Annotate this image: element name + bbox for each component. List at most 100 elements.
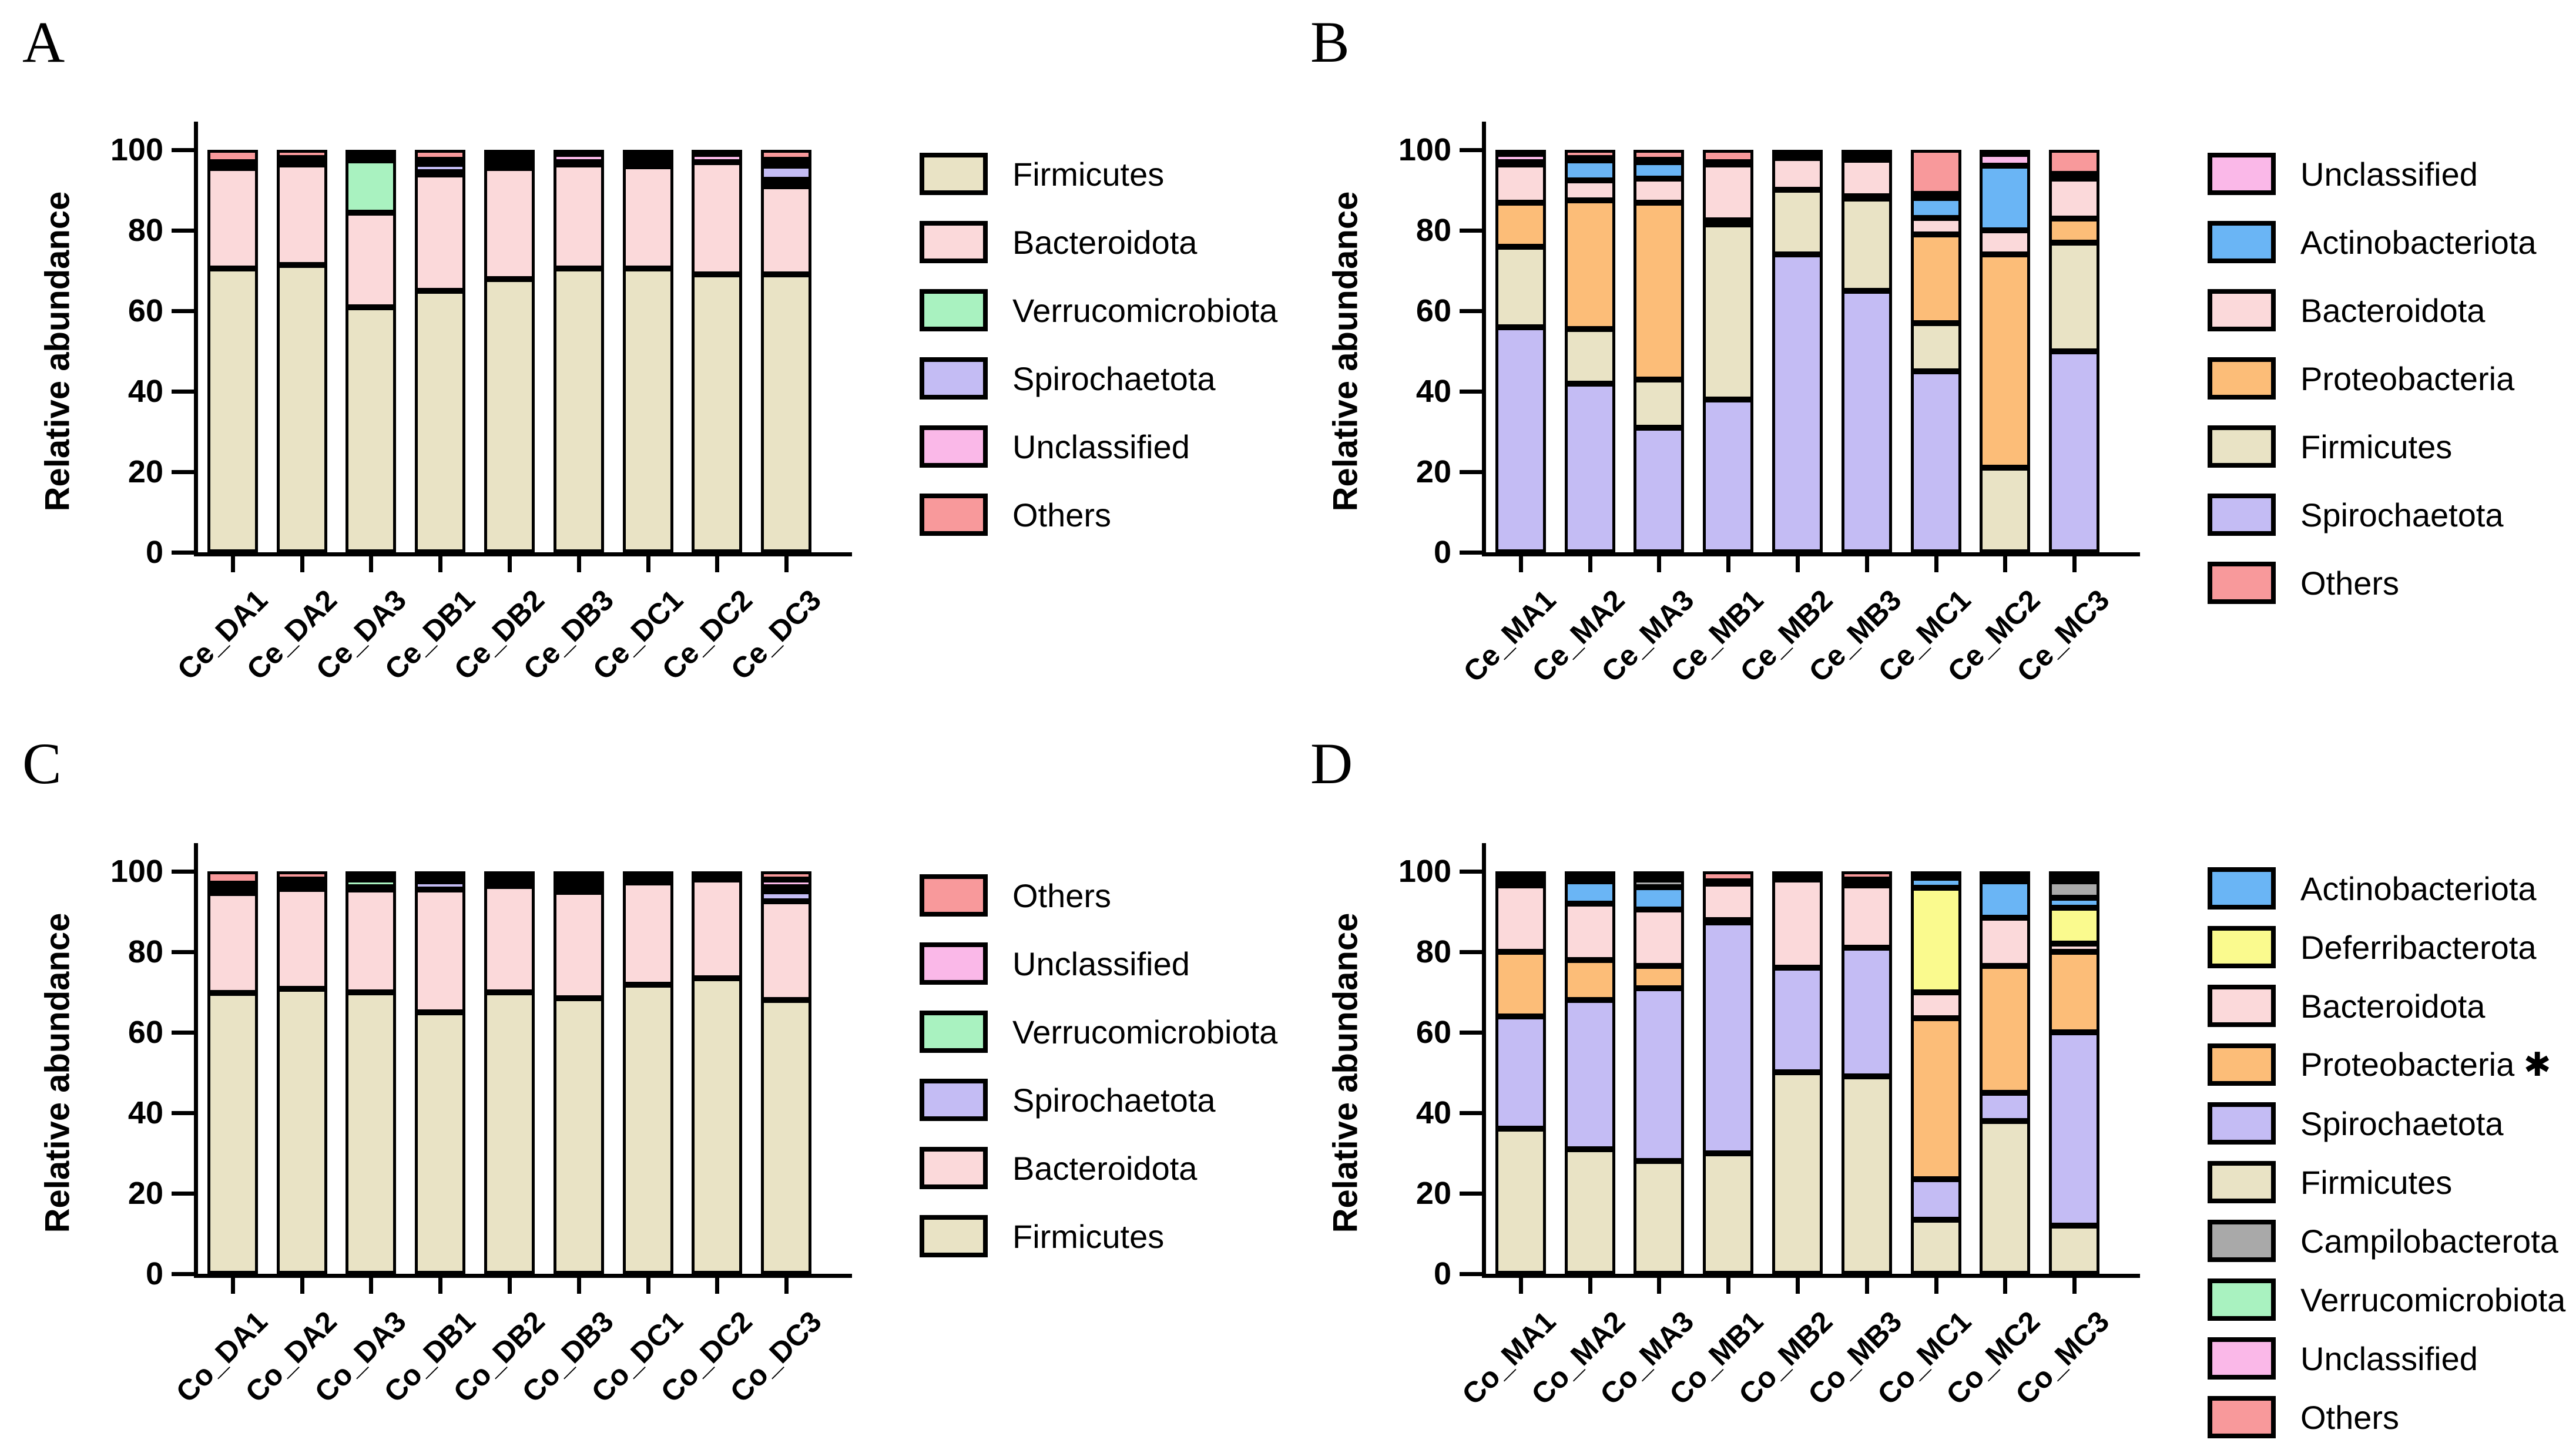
segment-unclassified — [622, 153, 673, 160]
segment-bacteroidota — [1703, 164, 1754, 221]
segment-spirochaetota — [276, 162, 327, 165]
legend-item: Verrucomicrobiota — [920, 1011, 1277, 1053]
x-tick-mark — [784, 552, 789, 572]
segment-spirochaetota — [276, 886, 327, 889]
segment-verrucomicrobiota — [346, 879, 397, 888]
segment-verrucomicrobiota — [276, 884, 327, 887]
segment-unclassified — [1910, 194, 1961, 199]
legend-label: Bacteroidota — [2300, 987, 2486, 1025]
bar-Ce_MC2 — [1980, 150, 2031, 552]
x-tick-mark — [715, 1274, 720, 1294]
legend-swatch — [920, 1147, 988, 1189]
segment-spirochaetota — [1703, 399, 1754, 552]
segment-others — [622, 871, 673, 875]
bar-Ce_MC3 — [2049, 150, 2100, 552]
y-tick-label: 60 — [128, 1015, 163, 1050]
segment-actinobacteriota — [1980, 166, 2031, 230]
legend-swatch — [920, 1079, 988, 1121]
segment-unclassified — [276, 157, 327, 162]
segment-others — [622, 150, 673, 154]
y-tick-label: 40 — [128, 374, 163, 409]
x-tick-mark — [1934, 552, 1938, 572]
legend-swatch — [2208, 425, 2276, 468]
legend-swatch — [2208, 926, 2276, 968]
y-tick-mark — [1460, 950, 1482, 954]
legend-swatch — [920, 357, 988, 400]
segment-proteobacteria — [2049, 219, 2100, 243]
segment-spirochaetota — [553, 162, 604, 165]
segment-spirochaetota — [1910, 1179, 1961, 1220]
segment-unclassified — [2049, 174, 2100, 177]
segment-actinobacteriota — [1634, 887, 1685, 910]
legend-item: Verrucomicrobiota — [920, 289, 1277, 331]
legend-swatch — [920, 153, 988, 195]
x-tick-mark — [576, 1274, 581, 1294]
y-tick-mark — [172, 870, 194, 874]
bar-Co_DC3 — [761, 871, 812, 1274]
bar-Co_MA3 — [1634, 871, 1685, 1274]
bar-Ce_DA1 — [207, 150, 258, 552]
segment-spirochaetota — [1634, 988, 1685, 1162]
segment-unclassified — [1703, 162, 1754, 165]
segment-spirochaetota — [1564, 1000, 1615, 1149]
segment-firmicutes — [1564, 1149, 1615, 1274]
legend-swatch — [920, 494, 988, 536]
legend-item: Bacteroidota — [920, 1147, 1197, 1189]
segment-proteobacteria — [1564, 959, 1615, 1001]
bar-Co_MB3 — [1841, 871, 1892, 1274]
y-tick-label: 100 — [110, 854, 163, 889]
bar-Co_MC2 — [1980, 871, 2031, 1274]
segment-firmicutes — [1980, 468, 2031, 552]
segment-firmicutes — [1841, 198, 1892, 291]
bar-Ce_DB3 — [553, 150, 604, 553]
segment-others — [761, 150, 812, 160]
legend-label: Spirochaetota — [2300, 496, 2504, 533]
segment-unclassified — [2049, 875, 2100, 882]
bar-Ce_MA1 — [1495, 150, 1546, 553]
y-tick-mark — [172, 1031, 194, 1035]
y-tick-label: 100 — [110, 132, 163, 167]
segment-others — [553, 871, 604, 878]
segment-unclassified — [692, 153, 743, 162]
segment-proteobacteria — [2049, 951, 2100, 1032]
segment-spirochaetota — [484, 160, 535, 166]
legend-item: Verrucomicrobiota — [2208, 1278, 2565, 1321]
bar-Ce_MB1 — [1703, 150, 1754, 552]
legend-label: Spirochaetota — [2300, 1105, 2504, 1142]
segment-bacteroidota — [1841, 160, 1892, 196]
segment-others — [1634, 871, 1685, 875]
bar-Co_MC1 — [1910, 871, 1961, 1274]
legend-swatch — [2208, 867, 2276, 910]
segment-firmicutes — [1841, 1076, 1892, 1274]
panel-a: A Relative abundance 0 20 40 60 80 100 Ce_DA1 Ce_… — [0, 0, 1288, 722]
segment-firmicutes — [1634, 1161, 1685, 1274]
bar-Ce_DC2 — [692, 150, 743, 552]
bar-Ce_MC1 — [1910, 150, 1961, 552]
segment-others — [1980, 871, 2031, 875]
segment-unclassified — [1564, 157, 1615, 160]
y-tick-mark — [172, 551, 194, 555]
segment-bacteroidota — [553, 164, 604, 269]
y-tick-label: 80 — [1416, 934, 1451, 969]
bar-Ce_DA2 — [276, 150, 327, 552]
x-tick-mark — [784, 1274, 789, 1294]
x-tick-mark — [646, 1274, 650, 1294]
segment-proteobacteria — [1634, 202, 1685, 380]
y-tick-mark — [172, 950, 194, 954]
segment-others — [1910, 871, 1961, 874]
legend-swatch — [2208, 494, 2276, 536]
legend-label: Spirochaetota — [1012, 360, 1216, 397]
segment-firmicutes — [622, 269, 673, 552]
segment-firmicutes — [553, 269, 604, 553]
segment-bacteroidota — [1564, 903, 1615, 960]
segment-spirochaetota — [622, 880, 673, 882]
segment-unclassified — [346, 153, 397, 158]
legend-swatch — [920, 289, 988, 331]
y-tick-mark — [172, 390, 194, 394]
segment-verrucomicrobiota — [761, 180, 812, 186]
bar-Co_DB2 — [484, 871, 535, 1274]
y-tick-mark — [172, 1111, 194, 1115]
segment-actinobacteriota — [1564, 160, 1615, 180]
y-tick-label: 0 — [145, 1256, 163, 1291]
y-tick-label: 20 — [1416, 1176, 1451, 1211]
